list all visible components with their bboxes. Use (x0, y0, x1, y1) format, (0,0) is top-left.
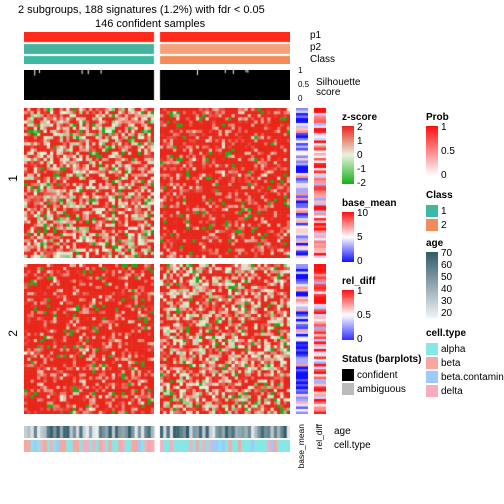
label-p2: p2 (310, 42, 321, 53)
label-class: Class (310, 54, 335, 65)
age-tick-20: 20 (441, 308, 452, 319)
legend-title-basemean: base_mean (342, 198, 396, 209)
z-tick-n2: -2 (357, 178, 366, 189)
z-tick-n1: -1 (357, 164, 366, 175)
heatmap-r2-c2 (160, 264, 290, 414)
legend-ct-alpha: alpha (426, 343, 465, 355)
age-tick-50: 50 (441, 272, 452, 283)
label-sil-score: score (316, 87, 340, 98)
row-label-1: 1 (6, 175, 20, 182)
base-mean-col-1 (296, 108, 308, 258)
silhouette-barplot (24, 70, 290, 100)
sil-tick-05: 0.5 (298, 80, 309, 89)
side-label-basemean: base_mean (296, 424, 306, 468)
colorbar-basemean (342, 212, 354, 262)
heatmap-r1-c2 (160, 108, 290, 258)
legend-status-ambiguous: ambiguous (342, 383, 406, 395)
prob-tick-1: 1 (441, 122, 447, 133)
base-mean-col-2 (296, 264, 308, 414)
legend-status-confident: confident (342, 369, 398, 381)
bm-tick-0: 0 (357, 256, 363, 267)
legend-ct-betacont: beta.contaminated (426, 371, 504, 383)
sil-tick-1: 1 (298, 66, 302, 75)
bottom-celltype-bar (24, 440, 290, 452)
legend-class-1: 1 (426, 205, 447, 217)
age-tick-60: 60 (441, 260, 452, 271)
heatmap-r1-c1 (24, 108, 154, 258)
bottom-label-celltype: cell.type (334, 440, 371, 451)
heatmap-r2-c1 (24, 264, 154, 414)
rd-tick-1: 1 (357, 286, 363, 297)
row-label-2: 2 (6, 330, 20, 337)
title-sub: 146 confident samples (95, 18, 205, 30)
legend-ct-delta: delta (426, 385, 463, 397)
rel-diff-col-2 (314, 264, 326, 414)
age-tick-70: 70 (441, 248, 452, 259)
legend-title-celltype: cell.type (426, 328, 466, 339)
rel-diff-col-1 (314, 108, 326, 258)
age-tick-40: 40 (441, 284, 452, 295)
bottom-age-bar (24, 426, 290, 438)
legend-title-class: Class (426, 190, 453, 201)
colorbar-zscore (342, 126, 354, 184)
z-tick-2: 2 (357, 122, 363, 133)
bm-tick-10: 10 (357, 208, 368, 219)
colorbar-age (426, 252, 438, 318)
label-p1: p1 (310, 30, 321, 41)
rd-tick-0: 0 (357, 334, 363, 345)
legend-ct-beta: beta (426, 357, 460, 369)
age-tick-30: 30 (441, 296, 452, 307)
side-label-reldiff: rel_diff (314, 424, 324, 449)
legend-class-2: 2 (426, 219, 447, 231)
z-tick-0: 0 (357, 150, 363, 161)
bottom-label-age: age (334, 426, 351, 437)
sil-tick-0: 0 (298, 94, 302, 103)
z-tick-1: 1 (357, 136, 363, 147)
title-main: 2 subgroups, 188 signatures (1.2%) with … (18, 4, 265, 16)
rd-tick-05: 0.5 (357, 310, 371, 321)
top-annotation-bars (24, 32, 290, 64)
prob-tick-0: 0 (441, 170, 447, 181)
colorbar-reldiff (342, 290, 354, 340)
colorbar-prob (426, 126, 438, 176)
prob-tick-05: 0.5 (441, 146, 455, 157)
legend-title-status: Status (barplots) (342, 354, 421, 365)
bm-tick-5: 5 (357, 232, 363, 243)
